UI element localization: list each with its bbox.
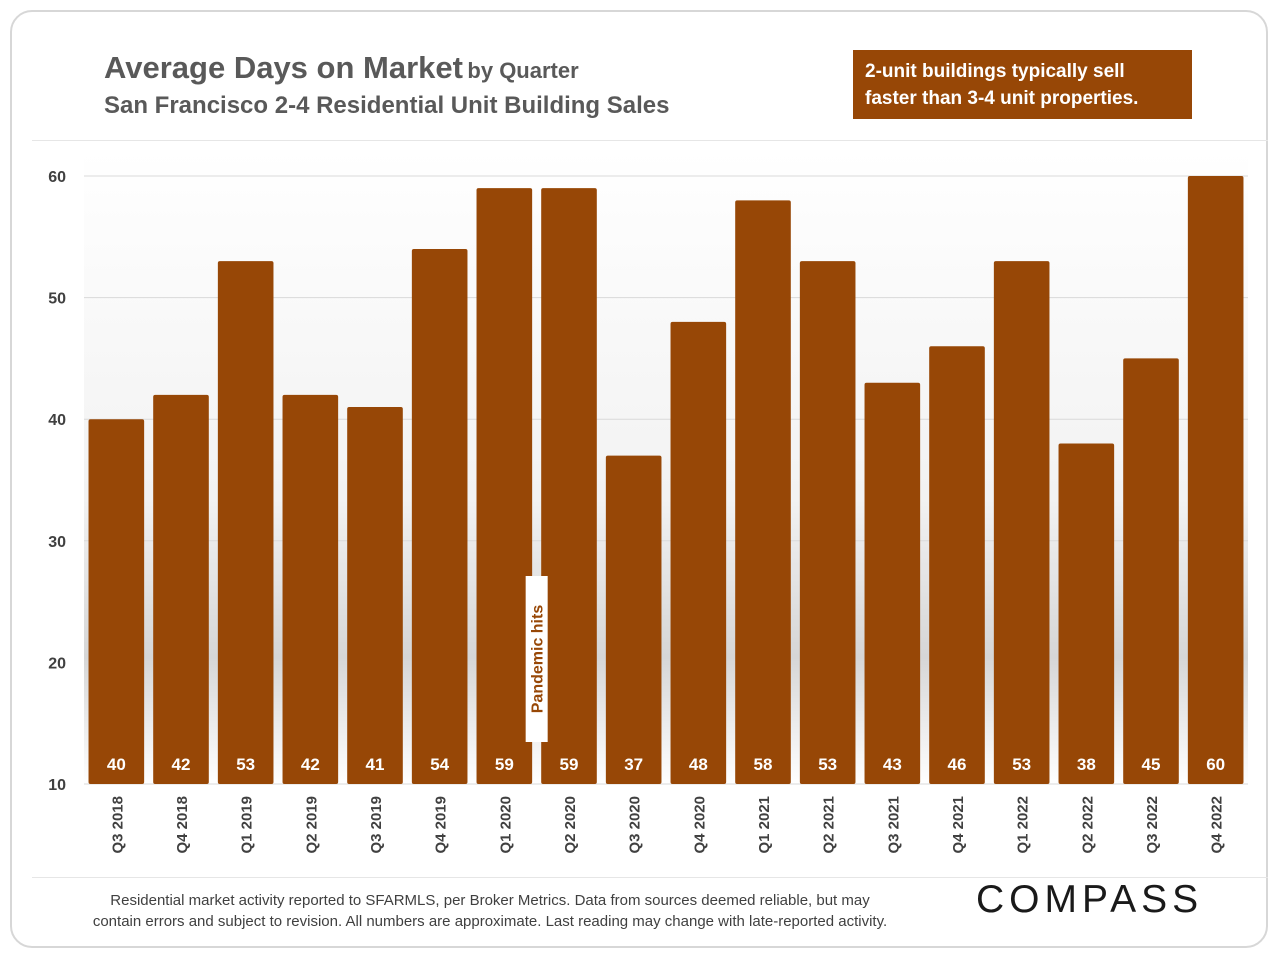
data-label: 53 — [1012, 755, 1031, 774]
chart-title-suffix: by Quarter — [467, 58, 579, 83]
x-tick-label: Q3 2021 — [885, 796, 902, 854]
footer-note: Residential market activity reported to … — [30, 890, 950, 932]
x-tick-label: Q3 2018 — [109, 796, 126, 854]
bar — [605, 455, 662, 784]
data-label: 42 — [301, 755, 320, 774]
x-tick-label: Q2 2021 — [821, 796, 838, 854]
bar — [88, 419, 145, 784]
bar — [1058, 443, 1115, 784]
annotation-box — [525, 576, 548, 742]
bar — [799, 261, 856, 784]
data-label: 59 — [495, 755, 514, 774]
x-tick-label: Q4 2019 — [433, 796, 450, 854]
y-tick-label: 20 — [48, 655, 66, 672]
bar — [1123, 358, 1179, 784]
bar — [929, 346, 985, 784]
annotation-label: Pandemic hits — [530, 605, 547, 714]
callout-line-2: faster than 3-4 unit properties. — [865, 88, 1139, 109]
data-label: 54 — [430, 755, 449, 774]
x-tick-label: Q3 2020 — [627, 796, 644, 854]
bar — [735, 200, 791, 784]
data-label: 53 — [818, 755, 837, 774]
data-label: 38 — [1077, 755, 1096, 774]
footer-line-1: Residential market activity reported to … — [110, 892, 870, 909]
y-tick-label: 30 — [48, 534, 66, 551]
x-tick-label: Q1 2019 — [239, 796, 256, 854]
data-label: 60 — [1206, 755, 1225, 774]
data-label: 43 — [883, 755, 902, 774]
y-tick-label: 10 — [48, 777, 66, 794]
x-tick-label: Q4 2020 — [691, 796, 708, 854]
x-tick-label: Q2 2022 — [1079, 796, 1096, 854]
x-tick-label: Q1 2021 — [756, 796, 773, 854]
bar — [282, 394, 339, 784]
bar — [670, 321, 727, 784]
bar — [411, 248, 468, 784]
bar — [541, 188, 597, 784]
data-label: 41 — [366, 755, 385, 774]
data-label: 46 — [948, 755, 967, 774]
x-tick-label: Q2 2020 — [562, 796, 579, 854]
x-tick-label: Q3 2022 — [1144, 796, 1161, 854]
x-tick-label: Q1 2022 — [1015, 796, 1032, 854]
x-tick-label: Q3 2019 — [368, 796, 385, 854]
y-tick-label: 60 — [48, 169, 66, 186]
footer-line-2: contain errors and subject to revision. … — [92, 913, 888, 930]
data-label: 53 — [236, 755, 255, 774]
bar — [1187, 176, 1244, 784]
data-label: 42 — [172, 755, 191, 774]
bar — [153, 394, 209, 784]
plot-panel — [32, 140, 1268, 878]
data-label: 58 — [754, 755, 773, 774]
callout-box: 2-unit buildings typically sell faster t… — [853, 50, 1192, 119]
bar — [476, 188, 533, 784]
data-label: 37 — [624, 755, 643, 774]
data-label: 48 — [689, 755, 708, 774]
bar — [864, 382, 921, 784]
data-label: 45 — [1142, 755, 1161, 774]
data-label: 59 — [560, 755, 579, 774]
x-tick-label: Q4 2018 — [174, 796, 191, 854]
y-tick-label: 50 — [48, 291, 66, 308]
x-tick-label: Q1 2020 — [497, 796, 514, 854]
data-label: 40 — [107, 755, 126, 774]
compass-logo: COMPASS — [976, 878, 1204, 921]
chart-subtitle: San Francisco 2-4 Residential Unit Build… — [104, 92, 670, 119]
bar — [217, 261, 274, 784]
callout-line-1: 2-unit buildings typically sell — [865, 61, 1125, 82]
y-tick-label: 40 — [48, 412, 66, 429]
chart-title: Average Days on Market — [104, 50, 463, 85]
x-tick-label: Q2 2019 — [303, 796, 320, 854]
chart-title-block: Average Days on Market by Quarter San Fr… — [104, 50, 669, 120]
bar — [347, 407, 403, 784]
bar — [993, 261, 1050, 784]
x-tick-label: Q4 2022 — [1209, 796, 1226, 854]
x-tick-label: Q4 2021 — [950, 796, 967, 854]
plot-background — [84, 150, 1248, 784]
